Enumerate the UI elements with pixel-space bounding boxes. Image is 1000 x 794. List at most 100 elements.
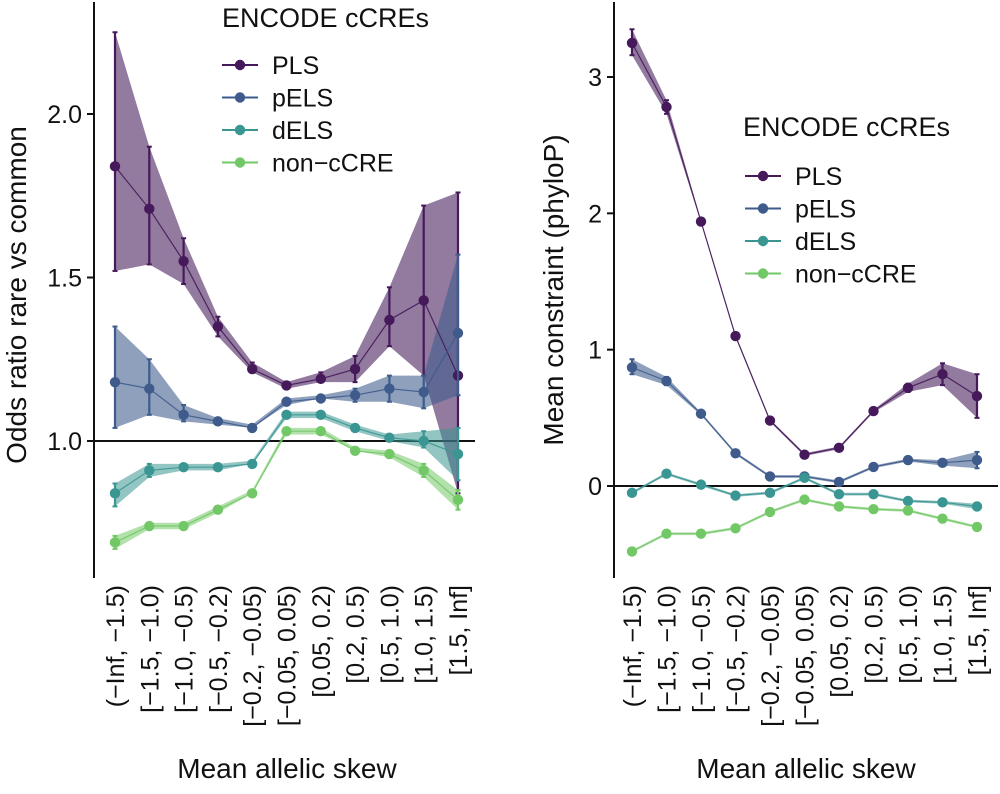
data-point-non-ccre xyxy=(247,488,258,499)
data-point-pls xyxy=(109,161,121,172)
data-point-non-ccre xyxy=(661,528,672,539)
legend-key-point xyxy=(757,268,769,279)
legend-key-point xyxy=(234,157,246,168)
data-point-pels xyxy=(868,461,879,473)
x-tick-label: [−1.0, −0.5) xyxy=(688,585,716,713)
ci-band-non-ccre xyxy=(632,498,977,553)
legend-key-point xyxy=(234,124,246,136)
data-point-pls xyxy=(833,442,845,454)
right-panel-phylop: 0 1 2 3 (−Inf, −1.5) [−1.5, −1.0) [−1.0, −0.5)… xyxy=(538,2,998,784)
data-point-dels xyxy=(178,461,189,473)
legend-key-point xyxy=(757,170,769,182)
legend: ENCODE cCREs PLS pELS dELS non−cCRE xyxy=(222,3,429,178)
data-point-pels xyxy=(315,393,326,404)
x-tick-label: [0.05, 0.2) xyxy=(826,585,854,698)
data-point-pels xyxy=(452,327,464,339)
x-tick-label: [0.2, 0.5) xyxy=(861,585,889,684)
data-point-dels xyxy=(315,409,326,421)
data-point-pls xyxy=(281,380,292,391)
legend-label-pls: PLS xyxy=(795,163,842,191)
legend-label-pls: PLS xyxy=(272,52,319,80)
data-point-pls xyxy=(144,203,155,215)
data-point-pls xyxy=(764,415,776,426)
x-tick-label: [1.5, Inf] xyxy=(445,585,473,675)
data-point-pls xyxy=(418,295,429,306)
data-point-pls xyxy=(247,363,258,375)
data-point-pls xyxy=(315,373,326,385)
data-point-non-ccre xyxy=(384,448,395,460)
x-tick-label: [−0.2, −0.05) xyxy=(239,585,267,727)
data-point-dels xyxy=(109,488,121,499)
data-point-dels xyxy=(764,487,776,499)
data-point-non-ccre xyxy=(418,465,429,476)
data-point-dels xyxy=(212,461,224,473)
x-tick-label: [−0.5, −0.2) xyxy=(723,585,751,713)
legend-label-non-ccre: non−cCRE xyxy=(795,261,917,289)
y-tick-label: 1.0 xyxy=(47,428,82,456)
x-tick-label: [−0.05, 0.05) xyxy=(792,585,820,726)
data-point-non-ccre xyxy=(971,521,983,533)
x-tick-label: [0.5, 1.0) xyxy=(376,585,404,684)
data-point-dels xyxy=(695,479,707,490)
legend-label-pels: pELS xyxy=(272,85,333,113)
left-panel-odds-ratio: 1.0 1.5 2.0 (−Inf, −1.5) [−1.5, −1.0) [−1.0, … xyxy=(1,2,475,784)
data-point-non-ccre xyxy=(178,520,189,532)
data-point-dels xyxy=(937,497,948,508)
data-point-non-ccre xyxy=(902,505,914,516)
data-point-non-ccre xyxy=(109,537,121,548)
ci-band-pels xyxy=(115,254,458,428)
legend-key-point xyxy=(757,235,769,247)
legend-label-pels: pELS xyxy=(795,196,856,224)
data-point-non-ccre xyxy=(626,546,638,557)
data-point-dels xyxy=(730,490,741,501)
data-point-non-ccre xyxy=(764,506,776,518)
x-tick-label: [−1.5, −1.0) xyxy=(136,585,164,713)
y-axis-title: Odds ratio rare vs common xyxy=(1,126,32,464)
data-point-pels xyxy=(902,454,914,466)
data-point-dels xyxy=(349,422,361,434)
x-axis-title: Mean allelic skew xyxy=(177,753,397,784)
x-tick-label: [−0.5, −0.2) xyxy=(205,585,233,713)
y-tick-label: 3 xyxy=(588,64,602,92)
data-point-pels xyxy=(212,416,224,427)
data-point-pels xyxy=(626,362,638,373)
x-tick-label: [−1.0, −0.5) xyxy=(171,585,199,713)
data-point-pels xyxy=(384,383,395,394)
data-point-non-ccre xyxy=(799,494,810,505)
data-point-non-ccre xyxy=(730,523,741,534)
legend-title: ENCODE cCREs xyxy=(222,3,429,33)
data-point-dels xyxy=(833,488,845,500)
legend-title: ENCODE cCREs xyxy=(743,112,950,142)
data-point-pels xyxy=(764,471,776,482)
y-tick-label: 1.5 xyxy=(47,265,82,293)
x-tick-label: [0.2, 0.5) xyxy=(342,585,370,684)
data-point-dels xyxy=(281,409,292,421)
data-point-pels xyxy=(109,376,121,388)
data-point-dels xyxy=(626,487,638,499)
legend-key-point xyxy=(234,59,246,71)
y-tick-label: 2.0 xyxy=(47,101,82,129)
data-point-pels xyxy=(833,476,845,488)
data-point-dels xyxy=(971,501,983,512)
legend-key-point xyxy=(234,92,246,103)
y-axis-title: Mean constraint (phyloP) xyxy=(538,134,569,445)
data-point-pls xyxy=(212,321,224,332)
data-point-pls xyxy=(178,255,189,267)
data-point-pels xyxy=(247,422,258,434)
x-tick-label: [1.0, 1.5) xyxy=(411,585,439,684)
legend: ENCODE cCREs PLS pELS dELS non−cCRE xyxy=(743,112,950,289)
x-tick-label: (−Inf, −1.5) xyxy=(102,585,130,707)
data-point-dels xyxy=(452,448,464,460)
data-point-non-ccre xyxy=(937,513,948,524)
x-tick-label: [−0.05, 0.05) xyxy=(274,585,302,726)
data-point-pels xyxy=(281,396,292,407)
data-point-non-ccre xyxy=(868,503,879,515)
data-point-dels xyxy=(144,465,155,476)
data-point-pels xyxy=(695,408,707,419)
x-tick-label: [1.0, 1.5) xyxy=(930,585,958,684)
data-point-pls xyxy=(902,382,914,394)
ci-band-non-ccre xyxy=(115,427,458,549)
ci-band-dels xyxy=(115,411,458,507)
data-point-dels xyxy=(247,458,258,470)
